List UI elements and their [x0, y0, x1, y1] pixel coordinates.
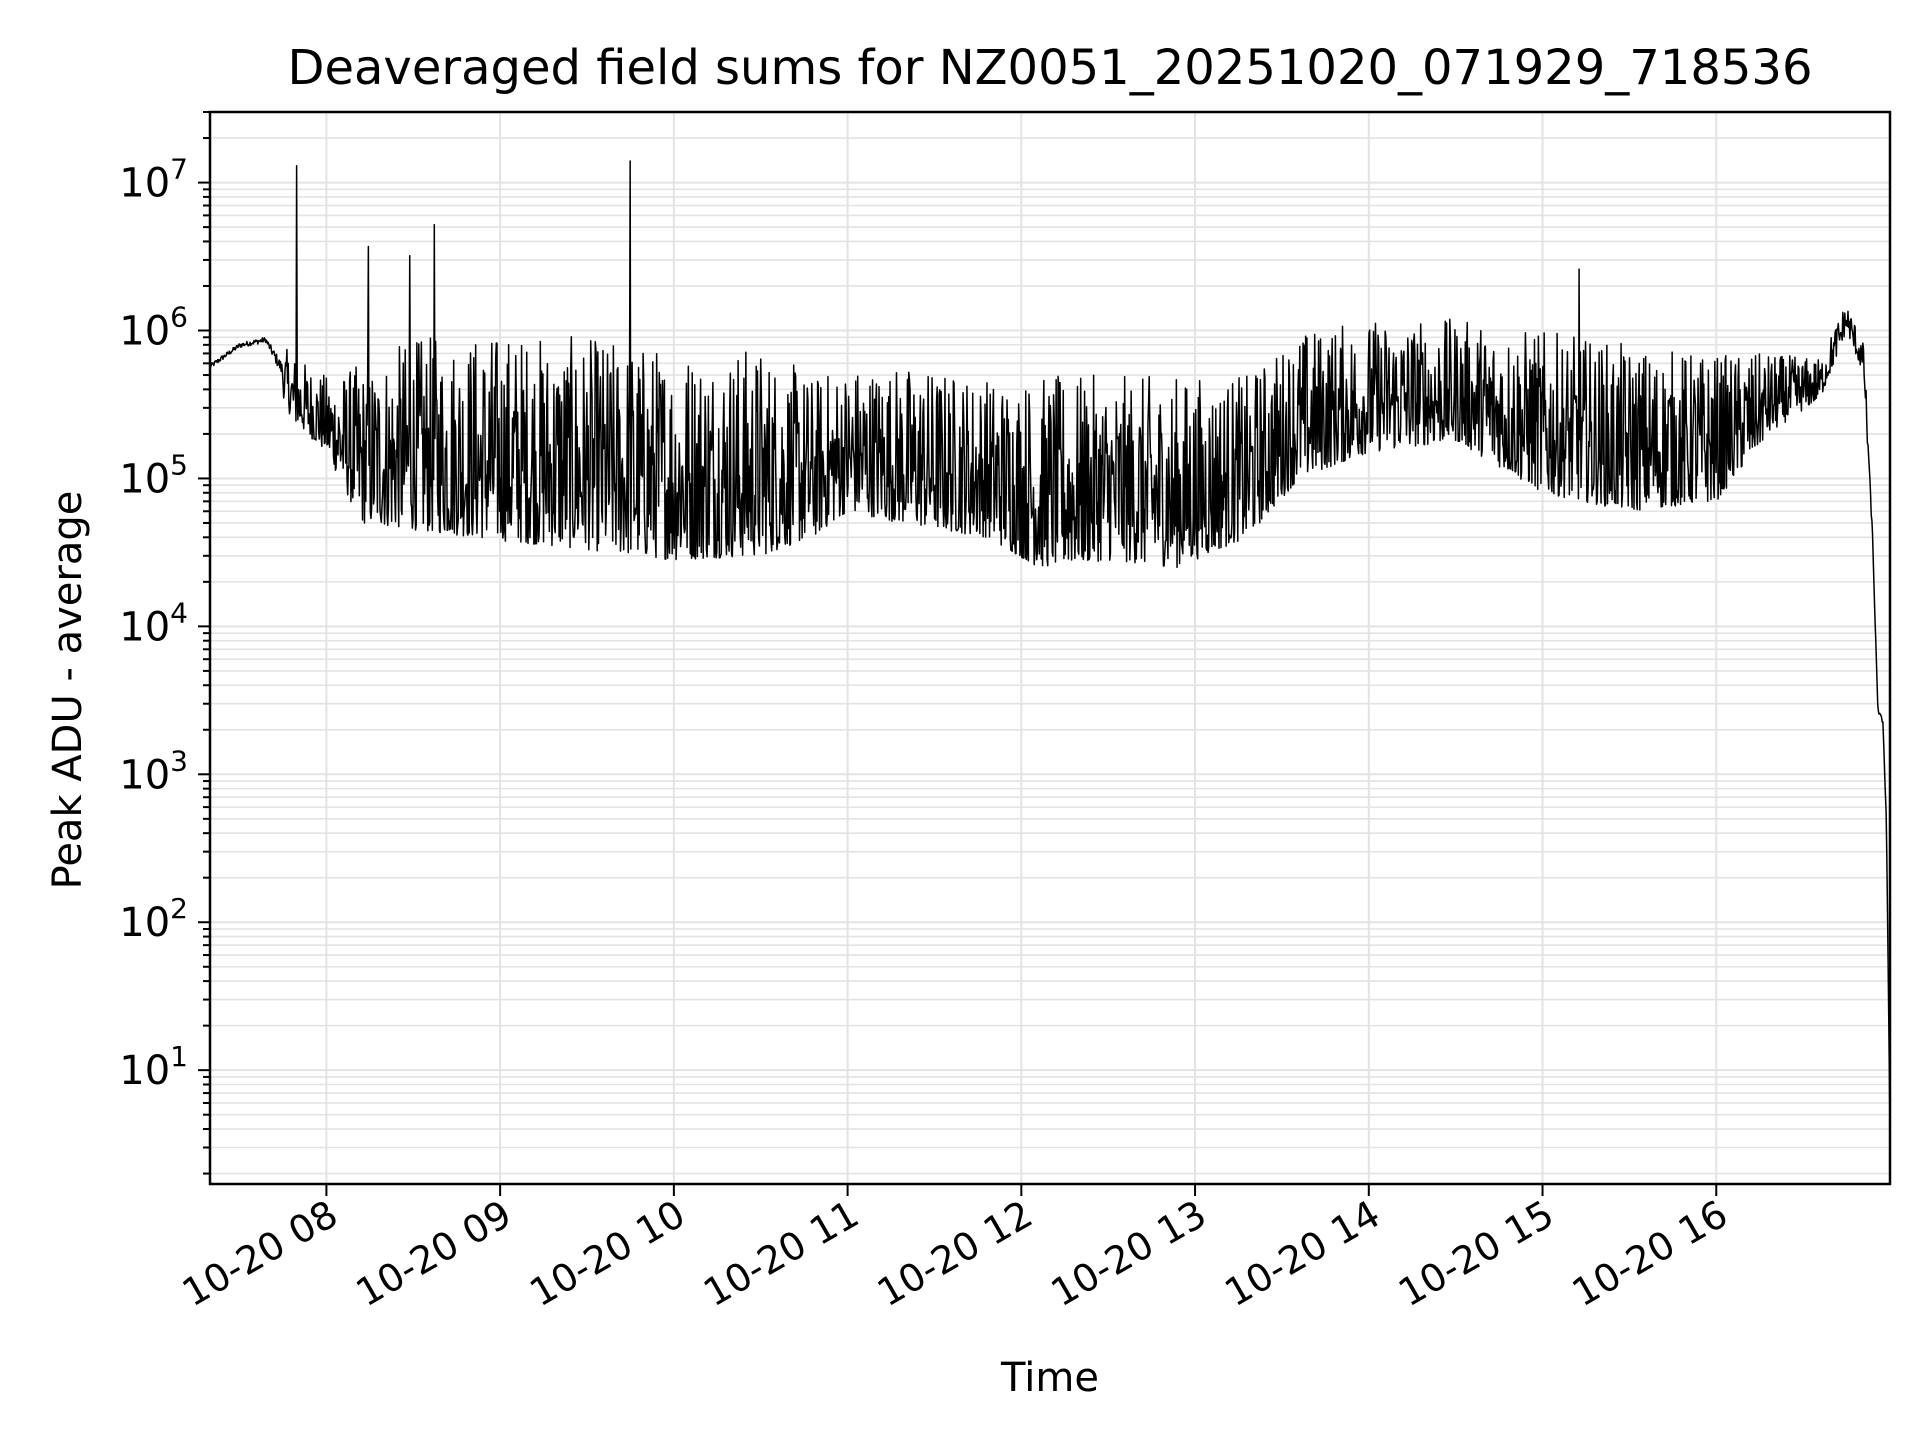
x-tick-label: 10-20 14	[1217, 1192, 1387, 1316]
chart-title: Deaveraged field sums for NZ0051_2025102…	[287, 40, 1813, 96]
series-layer	[209, 160, 1891, 1130]
x-tick-label: 10-20 08	[175, 1192, 345, 1316]
plot-frame	[208, 110, 1892, 1186]
x-axis: 10-20 08 10-20 09 10-20 10 10-20 11 10-20 12…	[175, 1184, 1735, 1315]
x-tick-label: 10-20 13	[1044, 1192, 1214, 1316]
grid-lines	[210, 111, 1890, 1184]
y-tick-label: 102	[119, 892, 188, 946]
y-tick-label: 106	[119, 301, 188, 355]
x-tick-label: 10-20 09	[349, 1192, 519, 1316]
x-tick-label: 10-20 15	[1391, 1192, 1561, 1316]
y-tick-label: 103	[119, 744, 188, 798]
y-tick-label: 101	[119, 1040, 188, 1094]
x-tick-label: 10-20 11	[696, 1192, 866, 1316]
x-axis-label: Time	[1001, 1355, 1099, 1401]
x-tick-label: 10-20 10	[522, 1192, 692, 1316]
y-tick-label: 107	[119, 153, 188, 207]
series-line	[209, 160, 1891, 1130]
x-tick-label: 10-20 16	[1565, 1192, 1735, 1316]
y-tick-label: 105	[119, 448, 188, 502]
x-tick-label: 10-20 12	[870, 1192, 1040, 1316]
y-axis: 101 102 103 104 105 106 107	[119, 111, 210, 1175]
y-tick-label: 104	[119, 596, 188, 650]
